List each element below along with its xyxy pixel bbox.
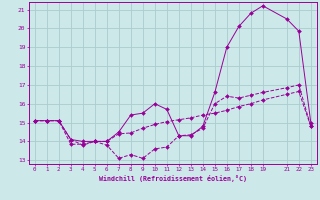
X-axis label: Windchill (Refroidissement éolien,°C): Windchill (Refroidissement éolien,°C) [99, 175, 247, 182]
